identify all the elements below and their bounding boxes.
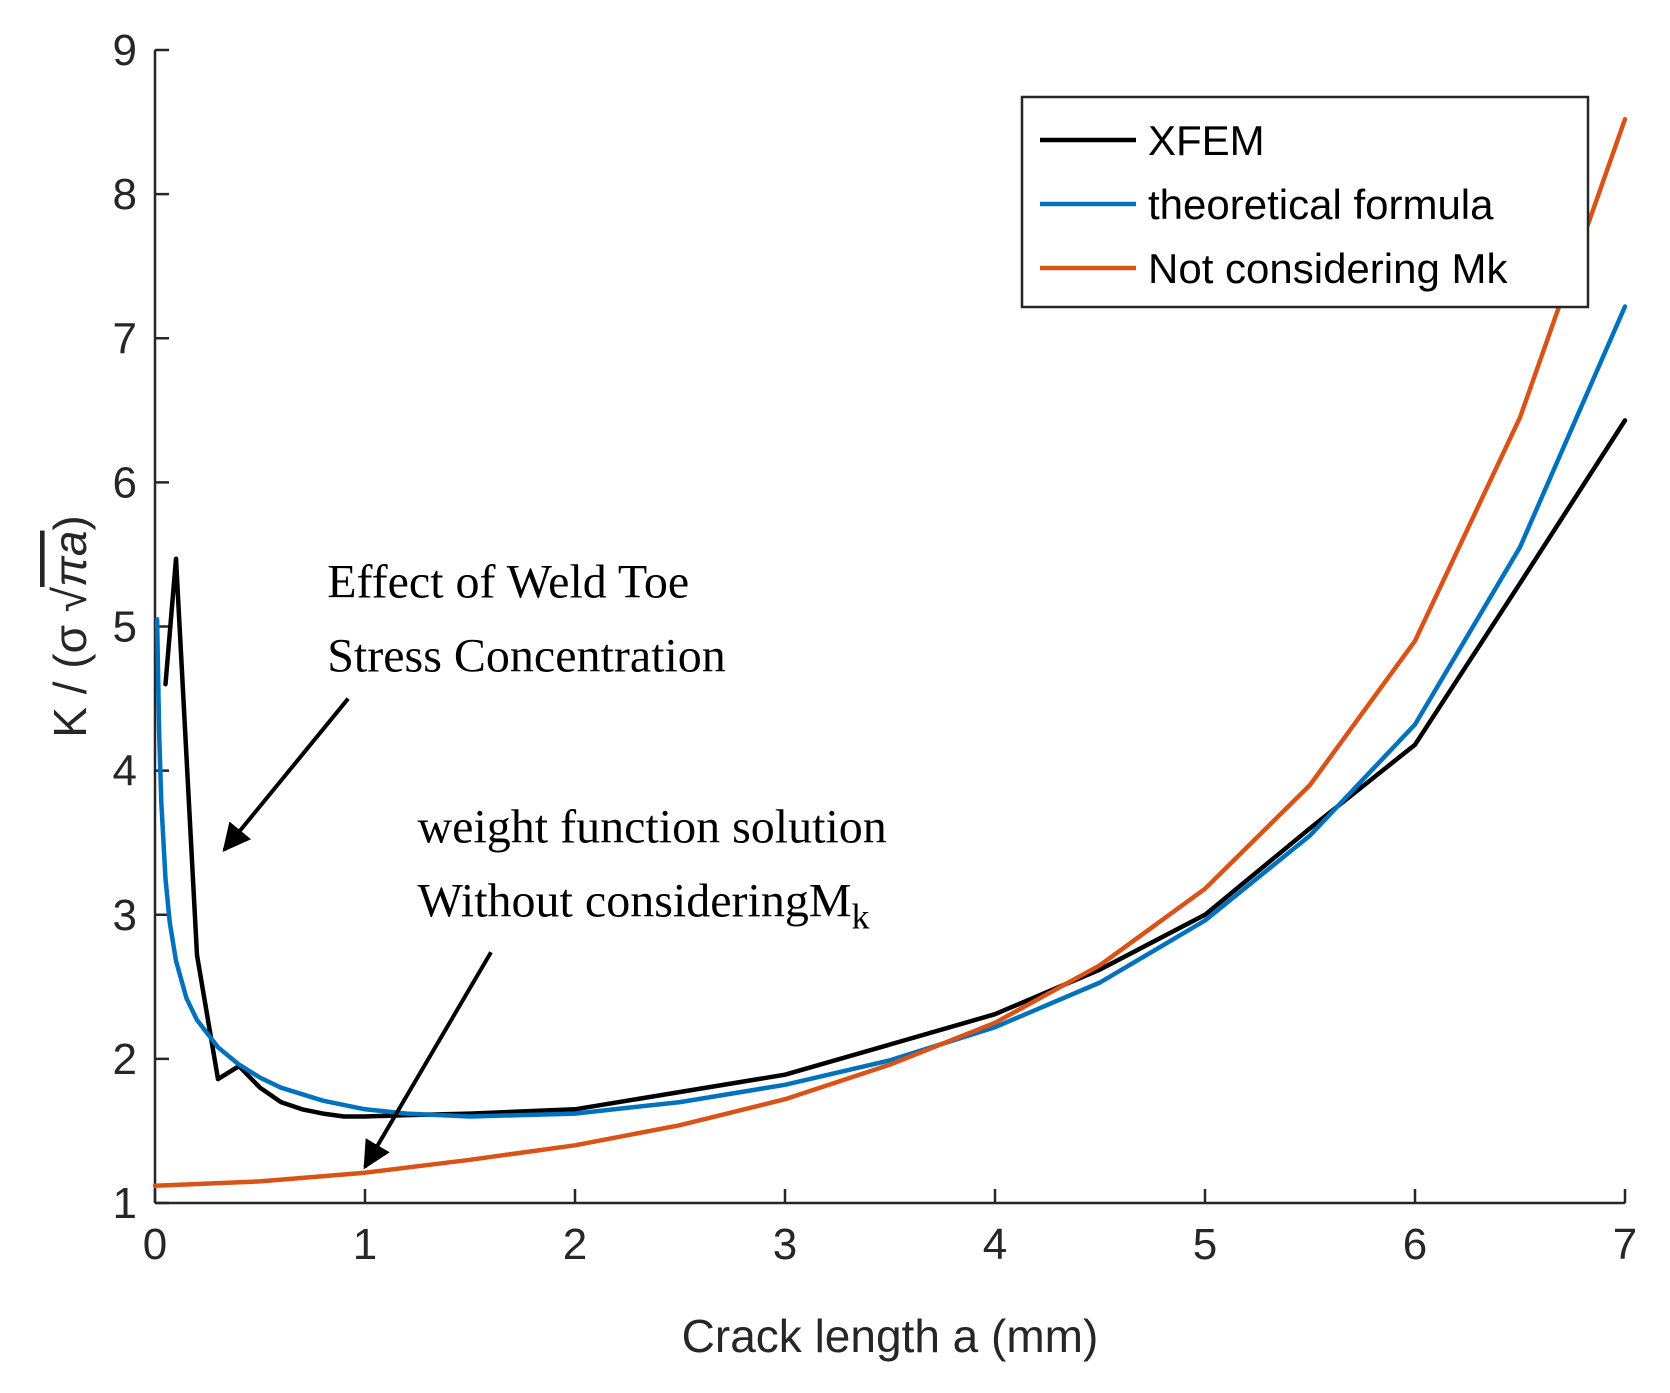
y-tick-label: 6 [113,458,137,507]
y-tick-label: 1 [113,1179,137,1228]
y-axis-label-radicand: πa [44,531,96,587]
x-tick-label: 1 [353,1220,377,1269]
y-axis-label-radical: √ [44,586,96,612]
annotation-2-line-1: weight function solution [418,801,887,854]
legend-label-2: theoretical formula [1148,181,1494,228]
annotation-2-arrow [363,951,493,1170]
annotation-symbol-subscript: k [852,897,870,937]
x-tick-label: 2 [563,1220,587,1269]
legend: XFEM theoretical formula Not considering M… [1020,95,1590,309]
series-group [152,116,1628,1188]
axis-labels: Crack length a (mm) K / (σ √πa) [44,515,1098,1362]
legend-label-3: Not considering Mk [1148,245,1508,292]
x-tick-label: 4 [983,1220,1007,1269]
series-line-1 [163,418,1628,1119]
annotations: Effect of Weld Toe Stress Concentration we… [222,556,887,1170]
y-tick-label: 5 [113,603,137,652]
x-tick-label: 6 [1403,1220,1427,1269]
annotation-2-line-2: Without consideringMk [418,875,870,937]
y-tick-label: 9 [113,26,137,75]
y-tick-label: 4 [113,747,137,796]
y-axis-label: K / (σ √πa) [44,515,96,738]
y-tick-label: 7 [113,314,137,363]
annotation-symbol-base: M [809,875,852,928]
legend-label-1: XFEM [1148,117,1265,164]
annotation-1-line-2: Stress Concentration [327,630,726,683]
series-line-3 [152,116,1628,1188]
y-tick-label: 8 [113,170,137,219]
annotation-1-line-1: Effect of Weld Toe [327,556,689,609]
y-axis-label-prefix: K / (σ [44,612,96,738]
x-tick-label: 7 [1613,1220,1637,1269]
y-tick-label: 2 [113,1035,137,1084]
x-tick-label: 5 [1193,1220,1217,1269]
x-tick-label: 3 [773,1220,797,1269]
x-tick-label: 0 [143,1220,167,1269]
series-line-2 [154,304,1628,1119]
y-axis-label-suffix: ) [44,515,96,530]
x-axis-label: Crack length a (mm) [682,1310,1099,1362]
y-tick-label: 3 [113,891,137,940]
annotation-1-arrow [222,697,350,853]
